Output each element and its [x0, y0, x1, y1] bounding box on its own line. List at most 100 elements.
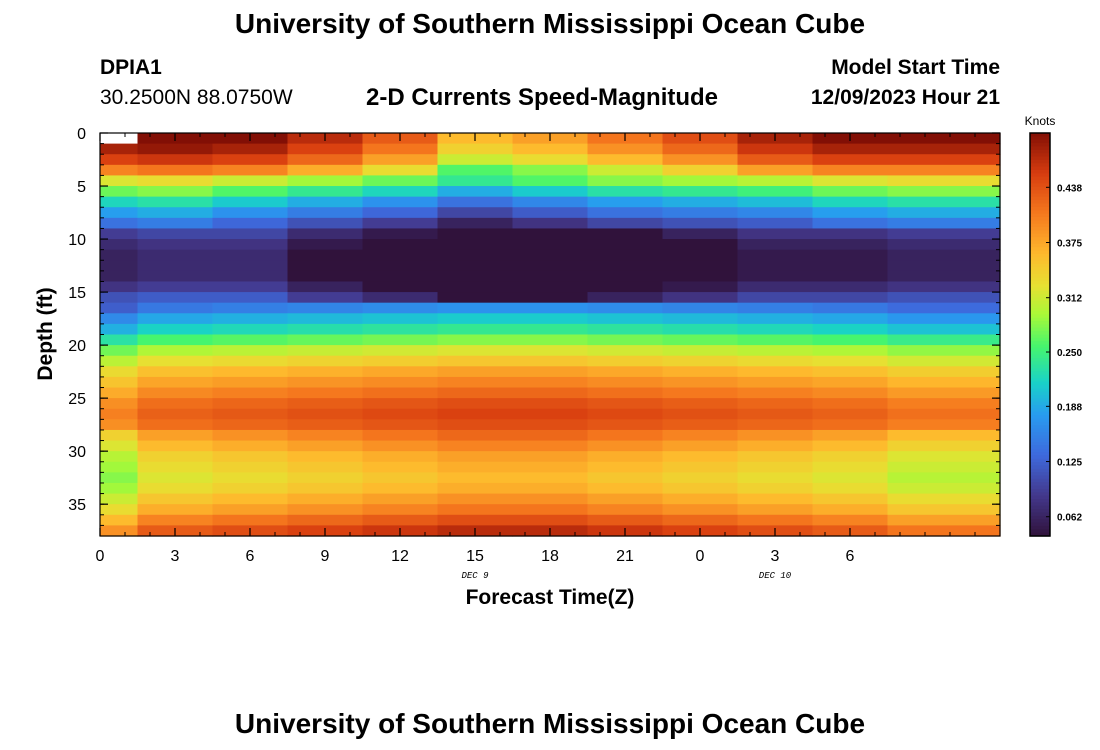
colorbar-segment: [1030, 260, 1050, 265]
heatmap-cell: [662, 514, 739, 526]
heatmap-cell: [587, 323, 664, 336]
heatmap-cell: [287, 154, 364, 166]
heatmap-cell: [287, 302, 364, 314]
heatmap-cell: [887, 504, 1001, 516]
heatmap-cell: [137, 419, 214, 431]
colorbar-segment: [1030, 485, 1050, 490]
heatmap-cell: [812, 461, 889, 473]
heatmap-cells: [100, 133, 1001, 537]
heatmap-cell: [887, 366, 1001, 378]
heatmap-cell: [137, 313, 214, 325]
heatmap-cell: [887, 313, 1001, 325]
heatmap-cell: [662, 334, 739, 346]
heatmap-cell: [287, 398, 364, 410]
colorbar-segment: [1030, 418, 1050, 423]
colorbar-segment: [1030, 284, 1050, 289]
colorbar-segment: [1030, 297, 1050, 302]
heatmap-cell: [287, 387, 364, 399]
heatmap-cell: [737, 387, 814, 399]
heatmap-cell: [100, 186, 139, 198]
heatmap-cell: [512, 482, 589, 495]
heatmap-cell: [100, 398, 139, 410]
colorbar-segment: [1030, 253, 1050, 258]
colorbar-segment: [1030, 344, 1050, 349]
heatmap-cell: [662, 228, 739, 240]
heatmap-cell: [887, 461, 1001, 473]
heatmap-cell: [662, 419, 739, 431]
heatmap-cell: [137, 217, 214, 230]
heatmap-cell: [287, 207, 364, 219]
heatmap-cell: [587, 451, 664, 463]
colorbar-segment: [1030, 478, 1050, 483]
heatmap-cell: [587, 472, 664, 484]
heatmap-cell: [737, 398, 814, 410]
heatmap-cell: [100, 313, 139, 325]
heatmap-cell: [512, 313, 589, 325]
heatmap-cell: [512, 461, 589, 473]
heatmap-cell: [887, 355, 1001, 367]
heatmap-cell: [737, 217, 814, 230]
heatmap-cell: [212, 376, 289, 389]
heatmap-cell: [137, 143, 214, 155]
heatmap-cell: [512, 504, 589, 516]
colorbar-segment: [1030, 267, 1050, 272]
heatmap-cell: [137, 196, 214, 208]
heatmap-cell: [512, 493, 589, 505]
heatmap-cell: [737, 249, 814, 261]
heatmap-cell: [737, 429, 814, 442]
heatmap-cell: [812, 143, 889, 155]
heatmap-cell: [100, 345, 139, 357]
heatmap-cell: [287, 239, 364, 251]
colorbar-segment: [1030, 438, 1050, 443]
heatmap-cell: [662, 355, 739, 367]
heatmap-cell: [512, 451, 589, 463]
heatmap-cell: [737, 292, 814, 304]
x-tick-label: 21: [616, 548, 634, 565]
heatmap-cell: [137, 345, 214, 357]
heatmap-cell: [100, 249, 139, 261]
heatmap-cell: [812, 440, 889, 452]
heatmap-cell: [287, 482, 364, 495]
colorbar-frame: [1029, 132, 1051, 537]
heatmap-cell: [812, 207, 889, 219]
colorbar-segment: [1030, 505, 1050, 510]
colorbar-segment: [1030, 274, 1050, 279]
heatmap-cell: [662, 323, 739, 336]
colorbar-segment: [1030, 153, 1050, 158]
heatmap-cell: [137, 451, 214, 463]
colorbar-segment: [1030, 327, 1050, 332]
heatmap-cell: [362, 313, 439, 325]
heatmap-cell: [737, 302, 814, 314]
heatmap-cell: [287, 323, 364, 336]
colorbar-segment: [1030, 243, 1050, 248]
heatmap-cell: [100, 355, 139, 367]
heatmap-cell: [100, 408, 139, 420]
heatmap-cell: [287, 514, 364, 526]
heatmap-cell: [437, 345, 514, 357]
heatmap-cell: [662, 429, 739, 442]
heatmap-cell: [362, 345, 439, 357]
heatmap-cell: [812, 472, 889, 484]
heatmap-cell: [737, 207, 814, 219]
heatmap-cell: [287, 217, 364, 230]
colorbar-segment: [1030, 361, 1050, 366]
heatmap-cell: [737, 186, 814, 198]
colorbar-segment: [1030, 425, 1050, 430]
heatmap-cell: [587, 270, 664, 283]
heatmap-cell: [100, 419, 139, 431]
heatmap-cell: [362, 398, 439, 410]
heatmap-cell: [812, 398, 889, 410]
x-tick-label: 12: [391, 548, 409, 565]
heatmap-cell: [212, 419, 289, 431]
heatmap-cell: [662, 143, 739, 155]
colorbar-segment: [1030, 223, 1050, 228]
colorbar-segment: [1030, 525, 1050, 530]
heatmap-cell: [437, 154, 514, 166]
heatmap-cell: [287, 260, 364, 272]
heatmap-cell: [887, 196, 1001, 208]
heatmap-cell: [587, 143, 664, 155]
heatmap-cell: [887, 281, 1001, 293]
colorbar-segment: [1030, 183, 1050, 188]
heatmap-cell: [437, 217, 514, 230]
heatmap-cell: [587, 260, 664, 272]
